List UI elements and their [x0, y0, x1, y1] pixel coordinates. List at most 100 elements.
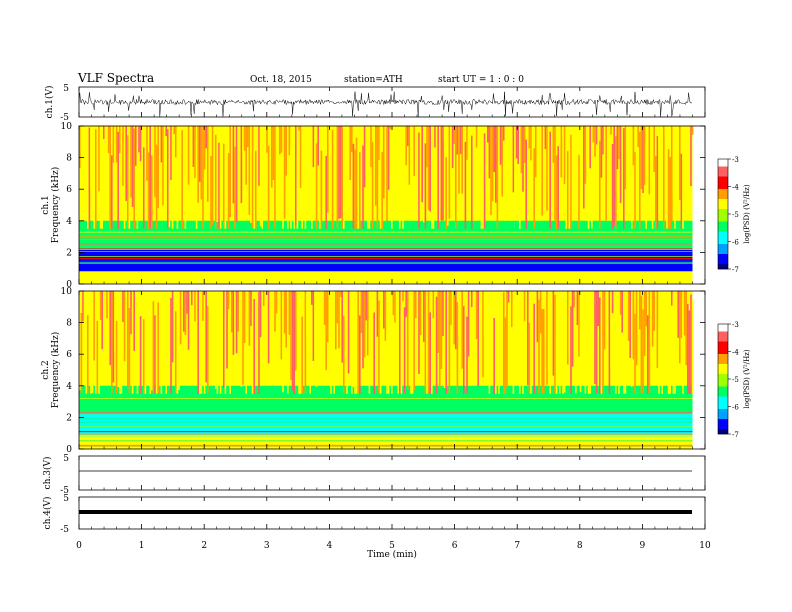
spectrogram-column: [119, 299, 121, 394]
spectrogram-column: [107, 291, 110, 305]
colorbar-swatch: [718, 431, 728, 435]
spectrogram-column: [125, 291, 127, 350]
spectrogram-column: [535, 126, 537, 178]
spectrogram-column: [559, 307, 561, 394]
spectrogram-column: [557, 146, 559, 229]
spectrogram-column: [482, 146, 484, 229]
colorbar-swatch: [718, 324, 728, 327]
spectrogram-column: [536, 291, 539, 343]
spectrogram-column: [274, 126, 276, 229]
spectrogram-column: [608, 126, 611, 165]
spectrogram-column: [683, 291, 686, 336]
spectrogram-column: [317, 126, 319, 166]
spectrogram-column: [683, 126, 686, 211]
spectrogram-column: [487, 291, 489, 303]
spectrogram-column: [669, 157, 671, 229]
spectrogram-column: [95, 291, 97, 394]
spectrogram-column: [127, 291, 129, 388]
colorbar-swatch: [718, 351, 728, 355]
spectrogram-column: [223, 291, 225, 389]
spectrogram-column: [520, 291, 523, 323]
spectrogram-column: [99, 126, 102, 229]
spectrogram-column: [490, 291, 492, 351]
colorbar-swatch: [718, 161, 728, 165]
spectrogram-column: [357, 126, 359, 229]
spectrogram-column: [610, 291, 612, 368]
spectrogram-column: [397, 126, 399, 187]
spectrogram-column: [570, 306, 572, 394]
spectrogram-column: [415, 126, 417, 212]
spectrogram-column: [287, 130, 289, 229]
spectrogram-column: [631, 291, 633, 387]
spectrogram-column: [507, 291, 510, 303]
spectrogram-column: [349, 126, 351, 181]
spectrogram-column: [664, 291, 667, 305]
spectrogram-column: [352, 291, 355, 388]
colorbar-swatch: [718, 366, 728, 370]
spectrogram-column: [645, 139, 647, 229]
spectrogram-column: [501, 126, 503, 197]
spectrogram-column: [647, 126, 649, 150]
spectrogram-column: [621, 126, 623, 149]
colorbar-swatch: [718, 236, 728, 240]
spectrogram-column: [205, 291, 207, 383]
spectrogram-column: [304, 142, 307, 229]
spectrogram-column: [335, 291, 337, 350]
spectrogram-column: [101, 126, 103, 229]
colorbar-swatch: [718, 244, 728, 247]
colorbar-swatch: [718, 406, 728, 410]
colorbar-swatch: [718, 411, 728, 415]
spectrogram-column: [539, 126, 542, 172]
spectrogram-column: [98, 291, 100, 394]
spectrogram-column: [280, 126, 283, 153]
spectrogram-column: [503, 126, 505, 141]
spectrogram-column: [255, 150, 257, 229]
spectrogram-column: [163, 126, 166, 215]
colorbar-tick-label: -7: [732, 266, 739, 274]
spectrogram-column: [587, 143, 590, 229]
spectrogram-column: [615, 303, 617, 394]
spectrogram-column: [637, 126, 639, 148]
spectrogram-column: [589, 126, 591, 169]
spectrogram-column: [203, 291, 206, 394]
spectrogram-column: [623, 307, 625, 394]
spectrogram-column: [407, 126, 409, 147]
spectrogram-column: [611, 291, 614, 314]
spectrogram-column: [373, 312, 375, 394]
spectrogram-column: [173, 126, 175, 135]
spectrogram-column: [640, 295, 643, 394]
spectrogram-column: [303, 291, 305, 334]
spectrogram-column: [215, 291, 217, 389]
spectrogram-column: [378, 126, 380, 160]
spectrogram-column: [139, 316, 142, 394]
spectrogram-column: [512, 126, 515, 193]
time-tick-label: 6: [452, 541, 458, 551]
spectrogram-column: [405, 291, 407, 317]
spectrogram-column: [279, 126, 281, 155]
spectrogram-column: [266, 126, 268, 153]
spectrogram-column: [267, 145, 270, 229]
spectrogram-column: [256, 291, 259, 366]
spectrogram-column: [690, 294, 692, 394]
colorbar-swatch: [718, 196, 728, 200]
spectrogram-column: [167, 129, 169, 229]
spectrogram-column: [243, 291, 246, 343]
spectrogram-column: [552, 291, 555, 376]
colorbar-swatch: [718, 361, 728, 365]
spectrogram-column: [227, 291, 230, 310]
spectrogram-column: [408, 291, 411, 337]
colorbar-swatch: [718, 336, 728, 340]
spectrogram-column: [138, 291, 140, 315]
time-tick-label: 1: [139, 541, 145, 551]
spectrogram-column: [187, 126, 190, 185]
spectrogram-column: [106, 291, 108, 319]
spectrogram-column: [176, 134, 179, 229]
spectrogram-column: [250, 126, 252, 223]
colorbar-swatch: [718, 421, 728, 425]
spectrogram-column: [328, 126, 331, 143]
spectrogram-column: [603, 126, 606, 161]
spectrogram-column: [351, 306, 353, 394]
colorbar-swatch: [718, 224, 728, 227]
spectrogram-column: [264, 126, 267, 221]
spectrogram-column: [679, 291, 681, 364]
